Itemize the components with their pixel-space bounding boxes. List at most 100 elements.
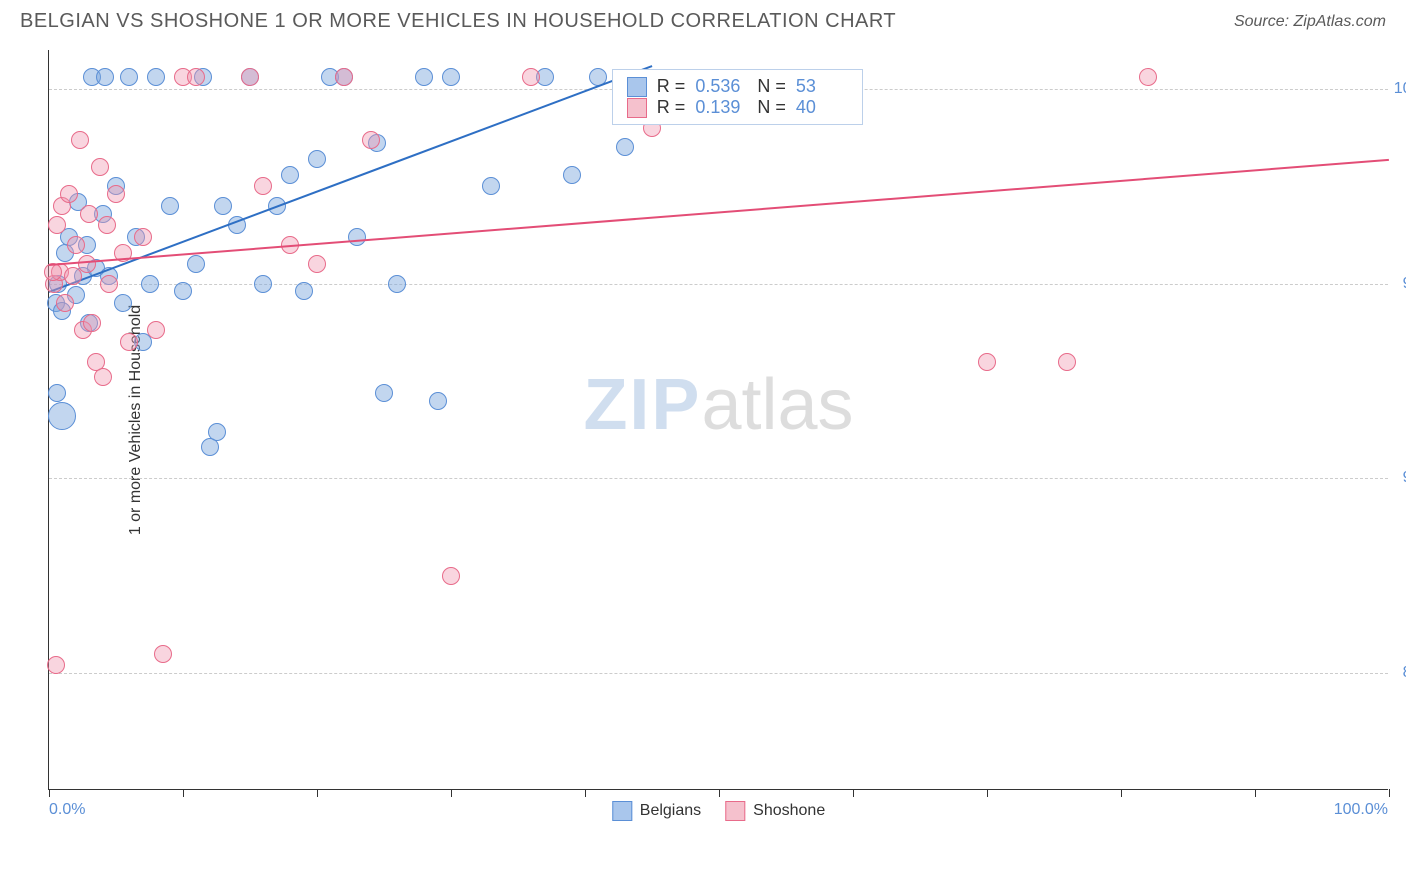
data-point bbox=[94, 368, 112, 386]
r-value: 0.536 bbox=[695, 76, 747, 97]
legend-label: Shoshone bbox=[753, 802, 825, 820]
x-axis-max-label: 100.0% bbox=[1334, 801, 1388, 819]
data-point bbox=[208, 423, 226, 441]
data-point bbox=[388, 275, 406, 293]
data-point bbox=[429, 392, 447, 410]
data-point bbox=[442, 567, 460, 585]
gridline bbox=[49, 478, 1388, 479]
gridline bbox=[49, 673, 1388, 674]
data-point bbox=[187, 68, 205, 86]
legend-item: Shoshone bbox=[725, 801, 825, 821]
n-value: 53 bbox=[796, 76, 848, 97]
x-tick bbox=[1255, 789, 1256, 797]
watermark: ZIPatlas bbox=[583, 364, 853, 446]
stats-row: R = 0.139 N = 40 bbox=[627, 97, 848, 118]
data-point bbox=[161, 197, 179, 215]
data-point bbox=[147, 321, 165, 339]
watermark-zip: ZIP bbox=[583, 365, 701, 445]
data-point bbox=[71, 131, 89, 149]
data-point bbox=[91, 158, 109, 176]
data-point bbox=[1058, 353, 1076, 371]
data-point bbox=[978, 353, 996, 371]
data-point bbox=[522, 68, 540, 86]
x-tick bbox=[451, 789, 452, 797]
data-point bbox=[362, 131, 380, 149]
source-label: Source: ZipAtlas.com bbox=[1234, 13, 1386, 31]
legend-swatch bbox=[627, 98, 647, 118]
n-value: 40 bbox=[796, 97, 848, 118]
data-point bbox=[120, 333, 138, 351]
watermark-atlas: atlas bbox=[701, 365, 853, 445]
r-label: R = bbox=[657, 97, 686, 118]
data-point bbox=[48, 402, 76, 430]
n-label: N = bbox=[757, 76, 786, 97]
data-point bbox=[335, 68, 353, 86]
x-tick bbox=[853, 789, 854, 797]
trend-line bbox=[49, 159, 1389, 266]
x-tick bbox=[317, 789, 318, 797]
data-point bbox=[78, 255, 96, 273]
data-point bbox=[96, 68, 114, 86]
n-label: N = bbox=[757, 97, 786, 118]
data-point bbox=[114, 294, 132, 312]
gridline bbox=[49, 284, 1388, 285]
chart-title: BELGIAN VS SHOSHONE 1 OR MORE VEHICLES I… bbox=[20, 10, 896, 33]
data-point bbox=[482, 177, 500, 195]
legend-swatch bbox=[612, 801, 632, 821]
data-point bbox=[415, 68, 433, 86]
data-point bbox=[281, 166, 299, 184]
data-point bbox=[60, 185, 78, 203]
y-tick-label: 95.0% bbox=[1403, 275, 1406, 293]
x-tick bbox=[49, 789, 50, 797]
data-point bbox=[348, 228, 366, 246]
data-point bbox=[107, 185, 125, 203]
data-point bbox=[98, 216, 116, 234]
data-point bbox=[214, 197, 232, 215]
data-point bbox=[308, 255, 326, 273]
data-point bbox=[48, 216, 66, 234]
stats-row: R = 0.536 N = 53 bbox=[627, 76, 848, 97]
data-point bbox=[241, 68, 259, 86]
y-tick-label: 100.0% bbox=[1394, 80, 1406, 98]
x-tick bbox=[585, 789, 586, 797]
x-tick bbox=[987, 789, 988, 797]
x-tick bbox=[719, 789, 720, 797]
data-point bbox=[295, 282, 313, 300]
y-tick-label: 90.0% bbox=[1403, 469, 1406, 487]
legend-swatch bbox=[627, 77, 647, 97]
x-tick bbox=[1121, 789, 1122, 797]
data-point bbox=[187, 255, 205, 273]
data-point bbox=[83, 314, 101, 332]
data-point bbox=[254, 275, 272, 293]
x-tick bbox=[183, 789, 184, 797]
data-point bbox=[174, 282, 192, 300]
data-point bbox=[1139, 68, 1157, 86]
data-point bbox=[80, 205, 98, 223]
data-point bbox=[254, 177, 272, 195]
legend-item: Belgians bbox=[612, 801, 701, 821]
r-value: 0.139 bbox=[695, 97, 747, 118]
data-point bbox=[154, 645, 172, 663]
data-point bbox=[67, 236, 85, 254]
data-point bbox=[134, 228, 152, 246]
trend-line bbox=[49, 66, 653, 294]
data-point bbox=[563, 166, 581, 184]
data-point bbox=[201, 438, 219, 456]
data-point bbox=[120, 68, 138, 86]
data-point bbox=[141, 275, 159, 293]
x-tick bbox=[1389, 789, 1390, 797]
data-point bbox=[308, 150, 326, 168]
data-point bbox=[56, 294, 74, 312]
data-point bbox=[48, 384, 66, 402]
data-point bbox=[100, 275, 118, 293]
data-point bbox=[147, 68, 165, 86]
data-point bbox=[47, 656, 65, 674]
data-point bbox=[442, 68, 460, 86]
x-axis-min-label: 0.0% bbox=[49, 801, 85, 819]
legend-swatch bbox=[725, 801, 745, 821]
r-label: R = bbox=[657, 76, 686, 97]
stats-box: R = 0.536 N = 53 R = 0.139 N = 40 bbox=[612, 69, 863, 125]
y-tick-label: 85.0% bbox=[1403, 664, 1406, 682]
scatter-chart: 1 or more Vehicles in Household ZIPatlas… bbox=[48, 50, 1388, 790]
data-point bbox=[375, 384, 393, 402]
